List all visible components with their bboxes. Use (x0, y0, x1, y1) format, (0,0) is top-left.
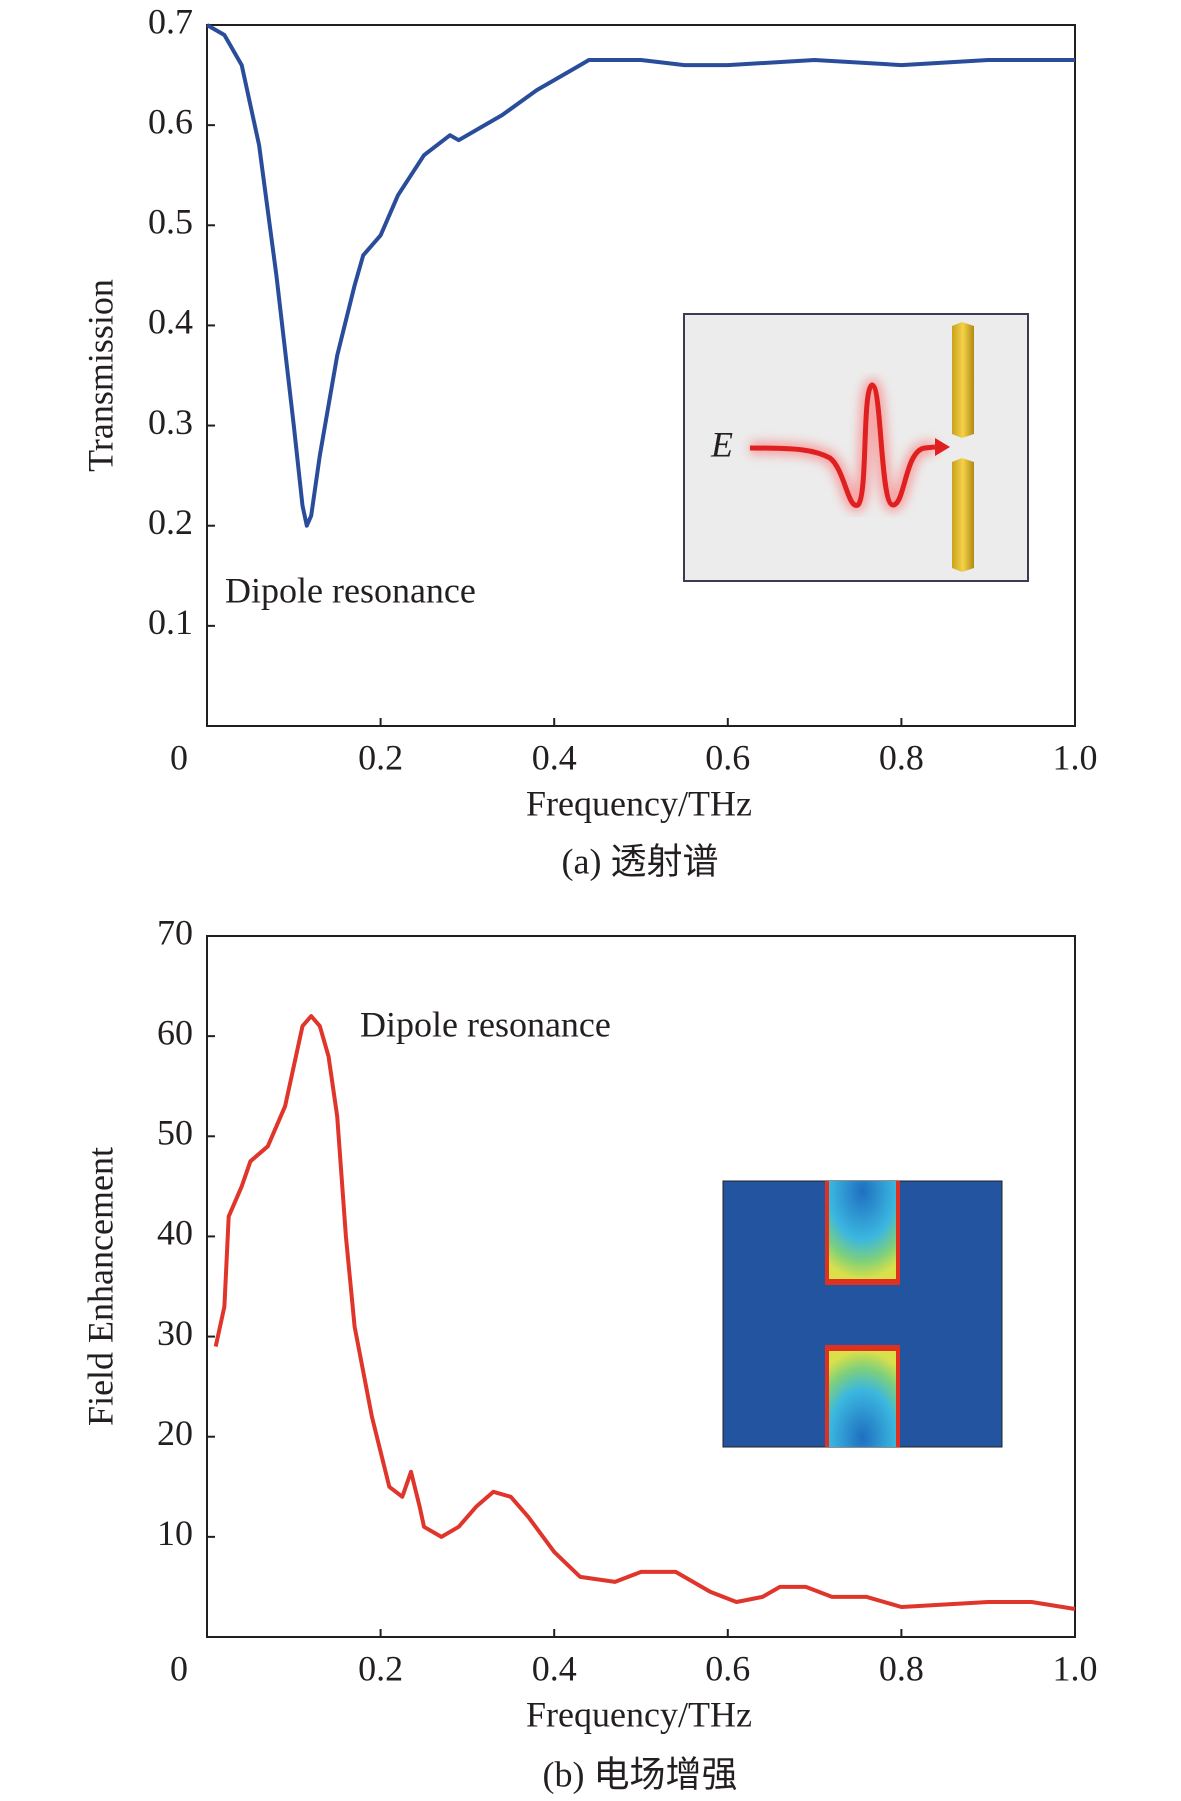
y-tick-label: 20 (157, 1413, 193, 1453)
annotation: Dipole resonance (225, 570, 476, 610)
x-tick-label: 0.2 (358, 1648, 403, 1688)
inset-dipole-sketch (683, 313, 1029, 582)
x-tick-label: 0.8 (879, 1648, 924, 1688)
y-tick-label: 0.6 (148, 101, 193, 141)
x-tick-label: 0.2 (358, 737, 403, 777)
annotation: Dipole resonance (360, 1004, 611, 1044)
x-axis-label: Frequency/THz (526, 1694, 752, 1734)
caption: (a) 透射谱 (562, 841, 719, 881)
y-tick-label: 10 (157, 1513, 193, 1553)
x-tick-label: 0.6 (705, 737, 750, 777)
y-tick-label: 50 (157, 1113, 193, 1153)
x-tick-label: 0.6 (705, 1648, 750, 1688)
x-tick-label: 1.0 (1053, 737, 1098, 777)
plot-frame (206, 24, 1076, 727)
y-tick-label: 0.3 (148, 402, 193, 442)
x-tick-label: 0.8 (879, 737, 924, 777)
y-tick-label: 0.5 (148, 202, 193, 242)
x-tick-label: 0 (170, 737, 188, 777)
y-tick-label: 40 (157, 1213, 193, 1253)
x-tick-label: 0.4 (532, 737, 577, 777)
caption: (b) 电场增强 (543, 1754, 738, 1794)
y-tick-label: 0.2 (148, 502, 193, 542)
y-tick-label: 0.7 (148, 1, 193, 41)
y-axis-label: Transmission (80, 279, 120, 472)
y-tick-label: 0.4 (148, 302, 193, 342)
y-tick-label: 30 (157, 1313, 193, 1353)
y-tick-label: 60 (157, 1012, 193, 1052)
data-line (213, 1014, 1076, 1611)
y-tick-label: 70 (157, 912, 193, 952)
inset-label: E (710, 424, 733, 464)
y-tick-label: 0.1 (148, 602, 193, 642)
x-axis-label: Frequency/THz (526, 783, 752, 823)
inset-field-map (722, 1180, 1003, 1448)
y-axis-label: Field Enhancement (80, 1147, 120, 1426)
x-tick-label: 0 (170, 1648, 188, 1688)
plot-frame (206, 935, 1076, 1638)
data-line (206, 23, 1075, 528)
x-tick-label: 0.4 (532, 1648, 577, 1688)
x-tick-label: 1.0 (1053, 1648, 1098, 1688)
